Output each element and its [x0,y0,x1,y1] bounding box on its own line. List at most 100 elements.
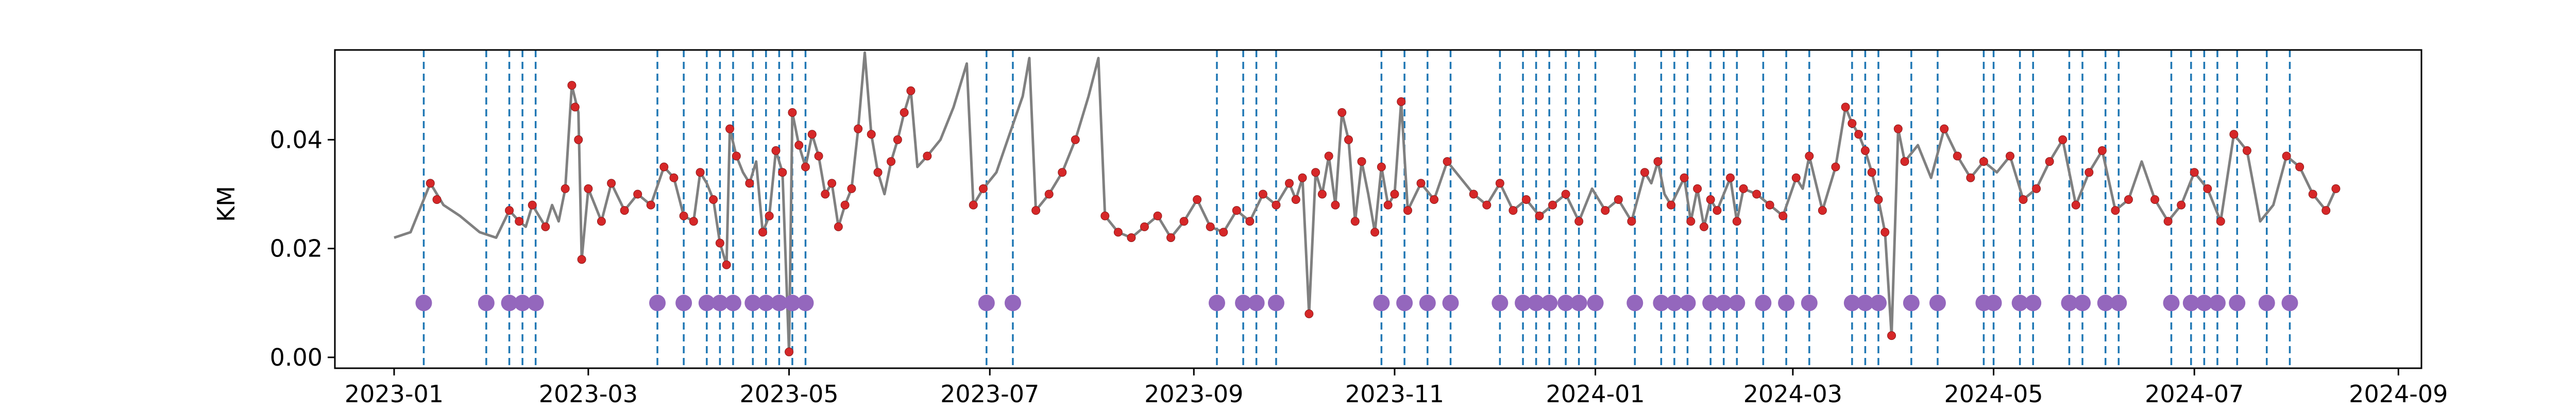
data-point [1140,222,1149,231]
x-tick-label: 2023-09 [1144,380,1243,408]
data-point [1058,168,1067,177]
data-point [1713,206,1722,215]
data-point [561,184,570,193]
event-marker [1004,295,1021,312]
event-marker [1755,295,1772,312]
data-point [1311,168,1320,177]
data-point [788,108,797,117]
data-point [1232,206,1241,215]
data-point [1179,217,1189,226]
data-point [646,200,655,210]
event-marker [1666,295,1683,312]
data-point [1848,119,1857,128]
data-point [1495,179,1504,188]
event-marker [1985,295,2002,312]
data-point [1403,206,1412,215]
event-marker [1587,295,1604,312]
data-point [679,211,688,220]
y-axis: 0.00 0.02 0.04 [270,126,335,371]
data-point [814,151,823,161]
data-point [1831,162,1840,171]
data-point [1880,228,1890,237]
data-point [1778,211,1788,220]
event-marker [1929,295,1946,312]
event-marker [2258,295,2275,312]
data-point [607,179,616,188]
data-point [1893,124,1903,133]
data-point [1900,157,1909,166]
data-point [1383,200,1393,210]
event-marker [1248,295,1265,312]
data-point [1887,331,1896,340]
data-point [1416,179,1426,188]
data-point [1193,195,1202,204]
event-marker [2110,295,2127,312]
data-point [978,184,988,193]
event-marker [1208,295,1225,312]
event-marker [2209,295,2226,312]
data-point [1206,222,1215,231]
data-point [1979,157,1988,166]
data-points [426,81,2341,356]
data-point [633,190,642,199]
data-point [1443,157,1452,166]
data-point [840,200,850,210]
event-marker [711,295,728,312]
event-marker [771,295,788,312]
event-marker [1679,295,1696,312]
data-point [1686,217,1696,226]
data-point [1370,228,1380,237]
data-point [2242,146,2251,155]
event-marker [1778,295,1795,312]
data-point [1331,200,1340,210]
event-marker [649,295,666,312]
event-marker [1442,295,1459,312]
event-marker [1492,295,1509,312]
data-point [515,217,524,226]
data-point [659,162,669,171]
event-marker [1541,295,1558,312]
data-point [669,173,679,182]
data-point [1337,108,1347,117]
data-point [1614,195,1623,204]
event-marker [1419,295,1436,312]
data-point [1874,195,1883,204]
data-point [1752,190,1761,199]
data-point [541,222,550,231]
data-point [1940,124,1949,133]
data-point [1601,206,1610,215]
data-point [2163,217,2173,226]
data-point [2005,151,2014,161]
x-axis: 2023-01 2023-03 2023-05 2023-07 2023-09 2023-… [345,368,2448,408]
x-tick-label: 2024-01 [1546,380,1645,408]
data-point [2295,162,2304,171]
data-point [1324,151,1333,161]
data-point [2045,157,2054,166]
x-tick-label: 2024-05 [1944,380,2043,408]
event-marker [1715,295,1732,312]
data-point [426,179,435,188]
event-marker [1557,295,1574,312]
data-point [1298,173,1307,182]
event-marker [724,295,741,312]
data-point [696,168,705,177]
data-point [2331,184,2341,193]
data-point [1805,151,1814,161]
data-point [505,206,514,215]
data-point [771,146,781,155]
y-axis-label: KM [212,186,240,222]
data-point [1245,217,1255,226]
data-point [821,190,830,199]
event-marker [1626,295,1643,312]
data-point [574,135,583,144]
event-marker [1653,295,1670,312]
data-point [1739,184,1748,193]
x-tick-label: 2024-03 [1743,380,1842,408]
event-marker [478,295,495,312]
data-point [689,217,698,226]
data-point [2229,130,2239,139]
x-tick-label: 2023-01 [345,380,444,408]
data-point [2097,146,2107,155]
data-point [785,347,794,356]
event-marker [2196,295,2213,312]
